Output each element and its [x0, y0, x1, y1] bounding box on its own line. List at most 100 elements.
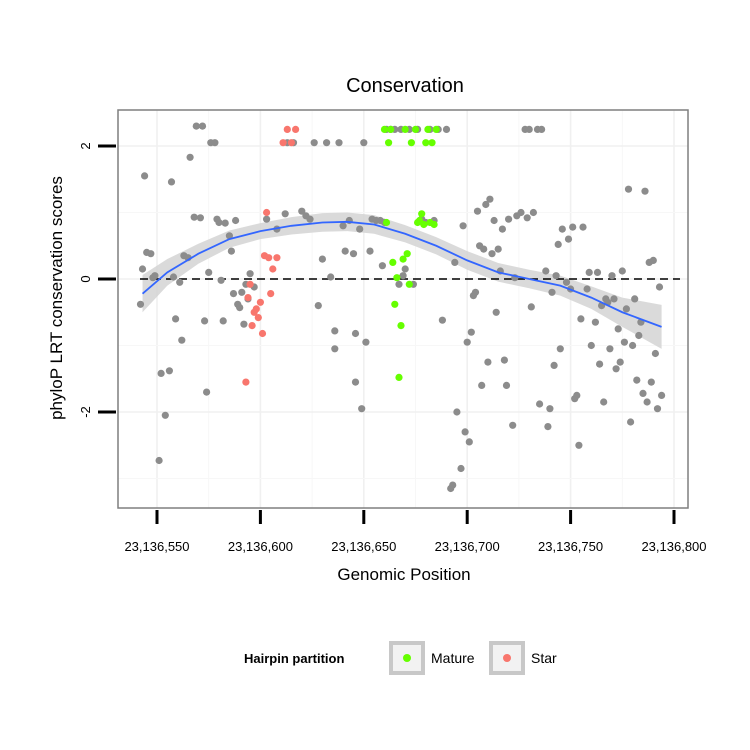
data-point-other: [550, 361, 558, 369]
data-point-other: [600, 398, 608, 406]
data-point-other: [203, 388, 211, 396]
data-point-other: [240, 320, 248, 328]
data-point-other: [579, 223, 587, 231]
legend-swatch-mature: [403, 654, 411, 662]
data-point-other: [453, 408, 461, 416]
data-point-mature: [387, 125, 395, 133]
data-point-other: [614, 325, 622, 333]
smooth-curve: [141, 220, 662, 328]
data-point-star: [265, 254, 273, 262]
x-axis: 23,136,550 23,136,600 23,136,650 23,136,700…: [124, 510, 707, 554]
data-point-other: [643, 398, 651, 406]
data-point-other: [544, 423, 552, 431]
data-point-other: [449, 481, 457, 489]
data-point-other: [335, 139, 343, 147]
data-point-other: [457, 464, 465, 473]
data-point-star: [252, 305, 260, 313]
data-point-other: [525, 125, 533, 133]
data-point-other: [217, 276, 225, 284]
data-point-star: [269, 265, 277, 273]
data-point-other: [198, 122, 207, 130]
data-point-other: [591, 318, 600, 326]
data-point-other: [225, 232, 233, 240]
data-point-other: [155, 456, 163, 465]
legend-key-star: [489, 641, 525, 675]
data-point-other: [606, 345, 614, 353]
data-point-other: [186, 153, 194, 161]
data-point-other: [573, 391, 581, 399]
data-point-other: [635, 331, 643, 340]
data-point-other: [401, 265, 409, 273]
data-point-other: [527, 303, 535, 311]
data-point-mature: [422, 139, 430, 147]
data-point-other: [192, 122, 200, 130]
y-axis: 2 0 -2: [78, 142, 116, 418]
data-point-other: [620, 338, 629, 346]
data-point-other: [517, 208, 525, 217]
data-point-other: [341, 247, 349, 255]
data-point-other: [492, 308, 500, 316]
data-point-other: [490, 216, 498, 225]
data-points: [136, 122, 666, 493]
data-point-other: [215, 218, 223, 227]
x-tick-label: 23,136,800: [641, 539, 706, 554]
data-point-other: [500, 356, 508, 364]
data-point-other: [575, 441, 583, 449]
legend-title: Hairpin partition: [244, 651, 344, 666]
data-point-other: [548, 288, 556, 296]
y-tick-label: 0: [78, 275, 93, 282]
x-tick-label: 23,136,750: [538, 539, 603, 554]
data-point-star: [244, 294, 252, 302]
data-point-other: [478, 381, 486, 389]
data-point-mature: [405, 280, 413, 288]
data-point-other: [151, 272, 159, 280]
data-point-mature: [418, 210, 426, 218]
data-point-mature: [407, 139, 415, 147]
data-point-other: [536, 400, 544, 408]
data-point-star: [258, 329, 267, 338]
data-point-mature: [395, 373, 403, 381]
data-point-mature: [397, 322, 405, 330]
data-point-star: [246, 280, 254, 288]
data-point-other: [618, 267, 626, 275]
plot-border: [117, 109, 689, 509]
confidence-band-area: [142, 212, 662, 349]
x-axis-title: Genomic Position: [337, 565, 470, 584]
data-point-mature: [385, 139, 393, 147]
y-tick-label: -2: [78, 406, 93, 418]
data-point-other: [505, 215, 513, 223]
data-point-other: [593, 268, 602, 276]
data-point-other: [349, 250, 358, 258]
data-point-other: [327, 273, 335, 281]
legend-label-star: Star: [531, 650, 557, 666]
data-point-other: [502, 381, 511, 389]
data-point-other: [238, 288, 246, 296]
data-point-other: [205, 268, 213, 276]
data-point-other: [482, 200, 490, 209]
data-point-other: [610, 295, 618, 303]
data-point-other: [633, 376, 641, 384]
data-point-other: [314, 302, 322, 310]
data-point-other: [653, 405, 662, 413]
data-point-other: [141, 172, 149, 180]
data-point-other: [473, 207, 482, 215]
data-point-other: [331, 345, 339, 353]
data-point-other: [585, 268, 593, 276]
data-point-other: [306, 215, 314, 223]
data-point-other: [178, 336, 186, 344]
data-point-star: [263, 208, 271, 217]
data-point-star: [283, 125, 291, 133]
data-point-other: [498, 225, 506, 233]
data-point-other: [236, 304, 244, 312]
x-tick-label: 23,136,550: [124, 539, 189, 554]
data-point-other: [351, 378, 360, 386]
data-point-mature: [393, 274, 401, 282]
data-point-other: [201, 317, 209, 325]
data-point-mature: [403, 250, 411, 258]
data-point-other: [211, 139, 219, 147]
data-point-other: [360, 139, 368, 147]
data-point-other: [461, 428, 469, 436]
data-point-other: [627, 418, 635, 426]
data-point-other: [167, 178, 176, 186]
